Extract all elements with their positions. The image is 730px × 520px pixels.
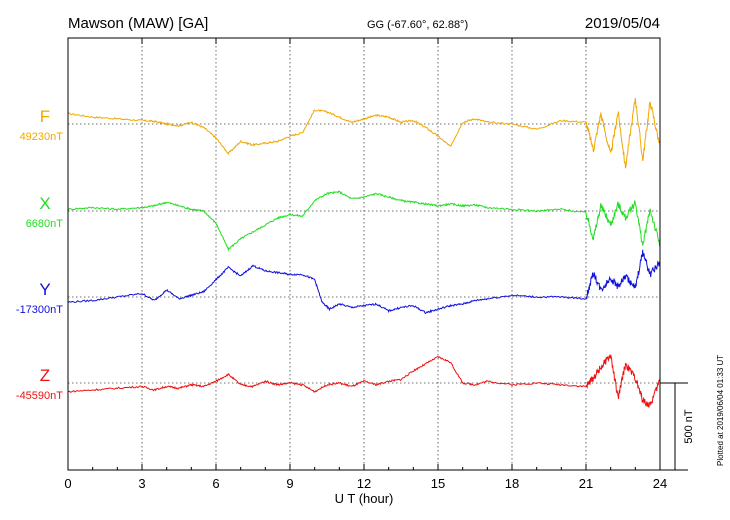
component-label-x: X: [39, 194, 50, 213]
x-tick-label-12: 12: [357, 476, 371, 491]
scale-bar: 500 nT: [660, 382, 695, 471]
baseline-value-x: 6680nT: [26, 218, 64, 230]
x-tick-label-15: 15: [431, 476, 445, 491]
component-label-f: F: [40, 107, 50, 126]
x-tick-label-24: 24: [653, 476, 667, 491]
x-axis-label: U T (hour): [335, 491, 394, 506]
series-line-z: [67, 354, 661, 409]
series-line-f: [67, 98, 661, 169]
x-tick-label-21: 21: [579, 476, 593, 491]
component-labels: F 49230nT X 6680nT Y -17300nT Z -45590nT: [16, 107, 63, 402]
component-label-z: Z: [40, 366, 50, 385]
series-lines: [67, 98, 661, 409]
series-line-y: [67, 249, 661, 315]
scale-bar-label: 500 nT: [683, 409, 695, 444]
coordinates-label: GG (-67.60°, 62.88°): [367, 19, 468, 31]
x-tick-label-0: 0: [64, 476, 71, 491]
date-label: 2019/05/04: [585, 15, 660, 32]
chart-title: Mawson (MAW) [GA]: [68, 15, 208, 32]
baseline-value-y: -17300nT: [16, 304, 63, 316]
x-tick-label-6: 6: [212, 476, 219, 491]
series-line-x: [67, 190, 660, 252]
x-tick-label-18: 18: [505, 476, 519, 491]
component-label-y: Y: [39, 280, 50, 299]
baseline-value-z: -45590nT: [16, 390, 63, 402]
baseline-value-f: 49230nT: [20, 131, 64, 143]
plotted-timestamp: Plotted at 2019/06/04 01:33 UT: [716, 355, 725, 466]
x-tick-label-9: 9: [286, 476, 293, 491]
grid: [141, 38, 587, 470]
x-tick-label-3: 3: [138, 476, 145, 491]
x-axis-ticks: 0 3 6 9 12 15 18 21 24: [64, 38, 667, 491]
